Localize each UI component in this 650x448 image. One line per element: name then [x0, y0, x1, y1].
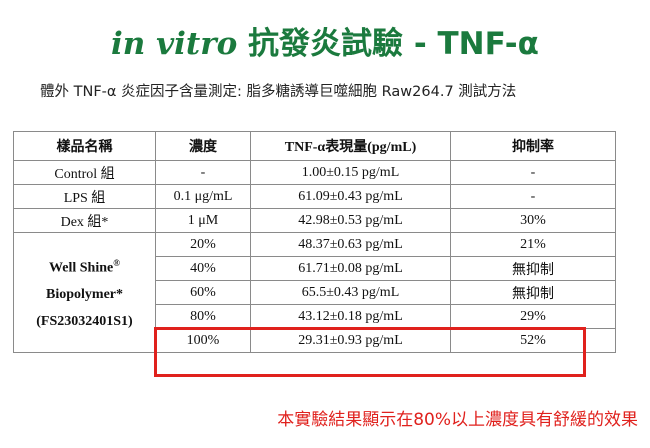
inhibition-cell: 無抑制	[450, 256, 616, 281]
sample-cell: Dex 組*	[13, 208, 156, 233]
subtitle: 體外 TNF-α 炎症因子含量測定: 脂多糖誘導巨噬細胞 Raw264.7 測試…	[40, 84, 517, 100]
concentration-cell: 40%	[155, 256, 251, 281]
tnf-cell: 1.00±0.15 pg/mL	[250, 160, 451, 185]
table-row: Well Shine® Biopolymer* (FS23032401S1) 2…	[13, 232, 616, 353]
header-tnf-expression: TNF-α表現量(pg/mL)	[250, 131, 451, 161]
inhibition-cell: 29%	[450, 304, 616, 329]
sample-cell: LPS 組	[13, 184, 156, 209]
table-row: 40% 61.71±0.08 pg/mL 無抑制	[14, 256, 616, 281]
header-sample: 樣品名稱	[13, 131, 156, 161]
concentration-cell: -	[155, 160, 251, 185]
tnf-cell: 61.71±0.08 pg/mL	[250, 256, 451, 281]
concentration-cell: 80%	[155, 304, 251, 329]
concentration-cell: 60%	[155, 280, 251, 305]
table-header-row: 樣品名稱 濃度 TNF-α表現量(pg/mL) 抑制率	[13, 131, 616, 161]
concentration-cell: 20%	[155, 232, 251, 257]
inhibition-cell: 52%	[450, 328, 616, 353]
results-table: 樣品名稱 濃度 TNF-α表現量(pg/mL) 抑制率 Control 組 - …	[13, 131, 616, 353]
title-italic: in vitro	[111, 26, 238, 62]
table-row: LPS 組 0.1 μg/mL 61.09±0.43 pg/mL -	[13, 184, 616, 209]
group-code: (FS23032401S1)	[36, 314, 133, 330]
inhibition-cell: 21%	[450, 232, 616, 257]
conclusion-text: 本實驗結果顯示在80%以上濃度具有舒緩的效果	[277, 410, 638, 430]
inhibition-cell: -	[450, 184, 616, 209]
registered-mark: ®	[113, 257, 120, 268]
group-name-line2: Biopolymer*	[46, 287, 123, 303]
inhibition-cell: 30%	[450, 208, 616, 233]
tnf-cell: 61.09±0.43 pg/mL	[250, 184, 451, 209]
tnf-cell: 42.98±0.53 pg/mL	[250, 208, 451, 233]
inhibition-cell: 無抑制	[450, 280, 616, 305]
table-row: Control 組 - 1.00±0.15 pg/mL -	[13, 160, 616, 185]
header-inhibition-rate: 抑制率	[450, 131, 616, 161]
title-rest: 抗發炎試驗 - TNF-α	[248, 26, 539, 62]
table-row: 80% 43.12±0.18 pg/mL 29%	[14, 304, 616, 329]
header-concentration: 濃度	[155, 131, 251, 161]
sample-cell: Control 組	[13, 160, 156, 185]
concentration-cell: 100%	[155, 328, 251, 353]
table-row: 60% 65.5±0.43 pg/mL 無抑制	[14, 280, 616, 305]
tnf-cell: 48.37±0.63 pg/mL	[250, 232, 451, 257]
inhibition-cell: -	[450, 160, 616, 185]
group-sample-cell: Well Shine® Biopolymer* (FS23032401S1)	[13, 232, 156, 353]
tnf-cell: 29.31±0.93 pg/mL	[250, 328, 451, 353]
table-row: Dex 組* 1 μM 42.98±0.53 pg/mL 30%	[13, 208, 616, 233]
group-name: Well Shine	[49, 260, 114, 276]
tnf-cell: 65.5±0.43 pg/mL	[250, 280, 451, 305]
concentration-cell: 1 μM	[155, 208, 251, 233]
page-title: in vitro 抗發炎試驗 - TNF-α	[0, 18, 650, 63]
concentration-cell: 0.1 μg/mL	[155, 184, 251, 209]
tnf-cell: 43.12±0.18 pg/mL	[250, 304, 451, 329]
